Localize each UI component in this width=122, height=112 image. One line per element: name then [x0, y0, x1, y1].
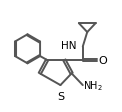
Text: NH$_2$: NH$_2$ [83, 79, 103, 92]
Text: S: S [57, 91, 64, 101]
Text: HN: HN [61, 41, 77, 50]
Text: O: O [98, 55, 107, 65]
